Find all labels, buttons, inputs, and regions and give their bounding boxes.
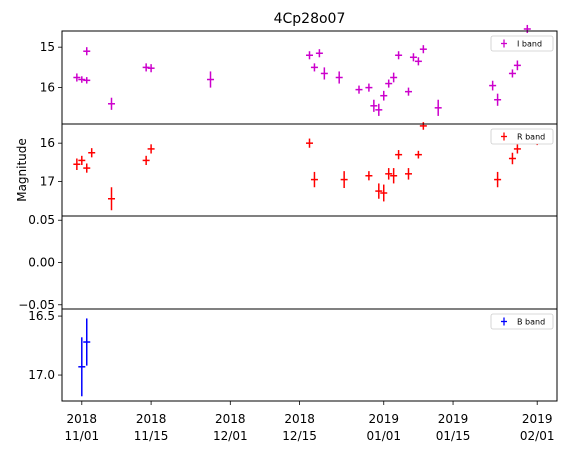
y-tick-label: 17.0	[28, 368, 55, 382]
x-tick-label-date: 01/15	[436, 429, 471, 443]
x-tick-label-year: 2019	[438, 412, 469, 426]
x-tick-label-date: 11/15	[134, 429, 169, 443]
legend-box	[490, 128, 554, 145]
legend-box	[490, 313, 554, 330]
y-tick-label: 16	[40, 81, 55, 95]
x-tick-label-date: 12/15	[282, 429, 317, 443]
legend-label: I band	[517, 40, 542, 49]
y-tick-label: 16.5	[28, 309, 55, 323]
x-tick-label-date: 01/01	[366, 429, 401, 443]
y-tick-label: 15	[40, 40, 55, 54]
x-tick-label-year: 2018	[67, 412, 98, 426]
x-tick-label-year: 2018	[136, 412, 167, 426]
y-tick-label: 0.00	[28, 256, 55, 270]
panel-frame	[61, 123, 558, 217]
x-tick-label-year: 2018	[215, 412, 246, 426]
x-tick-label-year: 2019	[368, 412, 399, 426]
panel-frame	[61, 30, 558, 125]
legend-label: R band	[517, 133, 545, 142]
chart-title: 4Cp28o07	[274, 11, 346, 27]
x-tick-label-date: 02/01	[520, 429, 555, 443]
panel-frame	[61, 215, 558, 310]
y-axis-label: Magnitude	[15, 138, 29, 202]
legend-label: B band	[517, 318, 545, 327]
x-tick-label-date: 11/01	[65, 429, 100, 443]
y-tick-label: −0.05	[18, 298, 55, 312]
panel-frame	[61, 308, 558, 402]
x-tick-label-year: 2018	[284, 412, 315, 426]
x-tick-label-year: 2019	[522, 412, 553, 426]
y-tick-label: 17	[40, 175, 55, 189]
legend-box	[490, 35, 554, 52]
x-tick-label-date: 12/01	[213, 429, 248, 443]
y-tick-label: 0.05	[28, 213, 55, 227]
y-tick-label: 16	[40, 136, 55, 150]
